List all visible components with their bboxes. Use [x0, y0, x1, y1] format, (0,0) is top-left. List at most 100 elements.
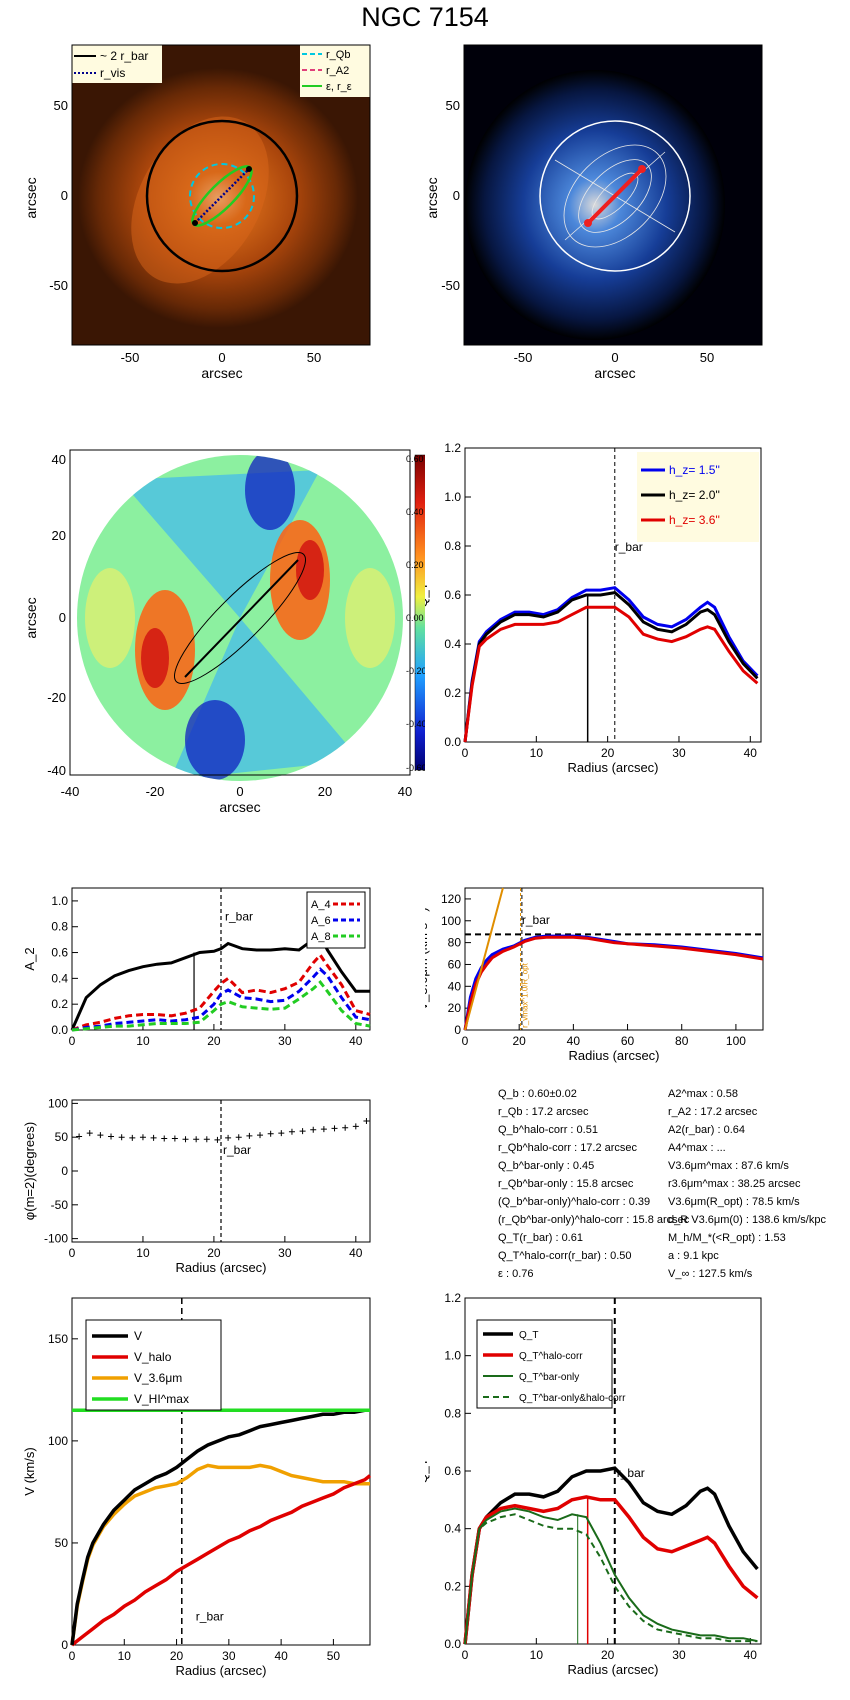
stat-qb-baronly-halo: (Q_b^bar-only)^halo-corr : 0.39: [498, 1196, 651, 1208]
stat-ra2: r_A2 : 17.2 arcsec: [668, 1106, 758, 1118]
y-axis-label: Q_T: [425, 1458, 430, 1483]
legend-right: r_Qb r_A2 ε, r_ε: [300, 45, 370, 97]
y-tick-label: 0.0: [444, 1637, 461, 1651]
phase-point: [86, 1130, 93, 1137]
y-tick-label: 0.8: [51, 920, 68, 934]
stat-rqb-baronly: r_Qb^bar-only : 15.8 arcsec: [498, 1178, 634, 1190]
x-tick-label: 30: [278, 1034, 292, 1048]
xtick: 0: [218, 350, 225, 365]
stat-vmax: V3.6μm^max : 87.6 km/s: [668, 1160, 789, 1172]
x-tick-label: 20: [513, 1034, 527, 1048]
legend-rqb: r_Qb: [326, 49, 350, 61]
y-tick-label: 0.6: [444, 588, 461, 602]
figure-title: NGC 7154: [361, 2, 489, 32]
y-axis-label: arcsec: [23, 597, 39, 638]
stat-drv: d_R V3.6μm(0) : 138.6 km/s/kpc: [668, 1214, 826, 1226]
x-tick-label: 30: [278, 1246, 292, 1260]
ytick: 50: [54, 98, 68, 113]
bar-line: [184, 559, 299, 678]
xtick: 0: [236, 784, 243, 799]
r-bar-label: r_bar: [225, 909, 253, 923]
series-line: [464, 887, 504, 1031]
bar-end-left: [584, 219, 592, 227]
x-tick-label: 10: [530, 746, 544, 760]
y-axis-label: Q_T: [425, 582, 430, 607]
y-tick-label: 0.4: [444, 1522, 461, 1536]
y-axis-label: V_3.6μm (km s⁻¹): [425, 907, 430, 1010]
x-tick-label: 20: [601, 1648, 615, 1662]
series-line: [463, 605, 759, 743]
x-tick-label: 0: [462, 1034, 469, 1048]
legend-label: A_8: [311, 931, 331, 943]
force-map-disk: [77, 455, 403, 781]
x-tick-label: 20: [170, 1649, 184, 1663]
y-tick-label: 1.0: [51, 894, 68, 908]
phase-point: [118, 1134, 125, 1141]
amplitudes-chart: 0 10 20 30 40 0.0 0.2 0.4 0.6 0.8 1.0 A_2 r_bar A_4 A_…: [22, 887, 371, 1048]
y-tick-label: 0.6: [444, 1464, 461, 1478]
legend-label: V_3.6μm: [134, 1371, 182, 1385]
xtick: -50: [121, 350, 140, 365]
x-tick-label: 10: [136, 1034, 150, 1048]
x-axis-label: Radius (arcsec): [175, 1663, 266, 1678]
x-axis-label: Radius (arcsec): [568, 1048, 659, 1063]
x-tick-label: 80: [675, 1034, 689, 1048]
galaxy-arm: [131, 116, 269, 284]
ytick: 0: [61, 188, 68, 203]
phase-point: [171, 1135, 178, 1142]
y-tick-label: 1.2: [444, 441, 461, 455]
map-frame: [69, 449, 411, 776]
phase-point: [331, 1125, 338, 1132]
ytick: -50: [441, 278, 460, 293]
stats-table: Q_b : 0.60±0.02 A2^max : 0.58 r_Qb : 17.…: [498, 1088, 838, 1280]
series-line: [463, 935, 764, 1031]
qt-heights-chart: 0 10 20 30 40 0.0 0.2 0.4 0.6 0.8 1.0 1.2 Radius (ar…: [425, 441, 762, 775]
stat-qb-baronly: Q_b^bar-only : 0.45: [498, 1160, 595, 1172]
svg-text:0.20: 0.20: [406, 560, 424, 570]
phase-point: [182, 1136, 189, 1143]
ytick: 50: [446, 98, 460, 113]
phase-point: [257, 1132, 264, 1139]
velocity-decomposition-chart: 0 10 20 30 40 50 0 50 100 150 Radius (arcsec) V (km…: [22, 1297, 372, 1678]
bar-end-left: [192, 220, 198, 226]
y-tick-label: -50: [51, 1198, 69, 1212]
x-tick-label: 50: [327, 1649, 341, 1663]
svg-text:0.40: 0.40: [406, 507, 424, 517]
y-tick-label: 50: [55, 1536, 69, 1550]
svg-text:-0.60: -0.60: [406, 763, 425, 773]
legend-label: V_halo: [134, 1350, 172, 1364]
x-tick-label: 0: [462, 1648, 469, 1662]
x-axis-label: arcsec: [219, 799, 260, 815]
legend-epsilon: ε, r_ε: [326, 81, 352, 93]
series-line: [463, 591, 759, 743]
phase-point: [161, 1135, 168, 1142]
phase-point: [267, 1130, 274, 1137]
stat-mass-ratio: M_h/M_*(<R_opt) : 1.53: [668, 1232, 786, 1244]
legend-2rbar: ~ 2 r_bar: [100, 49, 148, 63]
phase-point: [288, 1128, 295, 1135]
stat-qb: Q_b : 0.60±0.02: [498, 1088, 577, 1100]
isophote-circle: [539, 120, 691, 272]
x-axis-label: Radius (arcsec): [567, 760, 658, 775]
circle-rqb: [189, 163, 255, 229]
plot-frame: [464, 887, 764, 1031]
legend-label: Q_T: [519, 1330, 538, 1341]
r-bar-label: r_bar: [522, 913, 550, 927]
y-tick-label: -100: [44, 1232, 68, 1246]
xtick: 40: [398, 784, 412, 799]
colorbar: [414, 454, 425, 771]
qt-halo-chart: 0 10 20 30 40 0.0 0.2 0.4 0.6 0.8 1.0 1.2 Radius (ar…: [425, 1291, 762, 1677]
r-bar-label: r_bar: [615, 540, 643, 554]
ytick: 0: [59, 610, 66, 625]
series-line: [71, 952, 371, 1032]
phase-point: [150, 1134, 157, 1141]
stat-rqb: r_Qb : 17.2 arcsec: [498, 1106, 589, 1118]
y-tick-label: 0: [454, 1023, 461, 1037]
stat-vinf: V_∞ : 127.5 km/s: [668, 1268, 753, 1280]
phase-point: [225, 1134, 232, 1141]
phase-point: [214, 1136, 221, 1143]
y-tick-label: 1.2: [444, 1291, 461, 1305]
ytick: 0: [453, 188, 460, 203]
image-panel-infrared: -50 0 50 50 0 -50 arcsec arcsec: [425, 44, 763, 381]
x-tick-label: 100: [726, 1034, 746, 1048]
